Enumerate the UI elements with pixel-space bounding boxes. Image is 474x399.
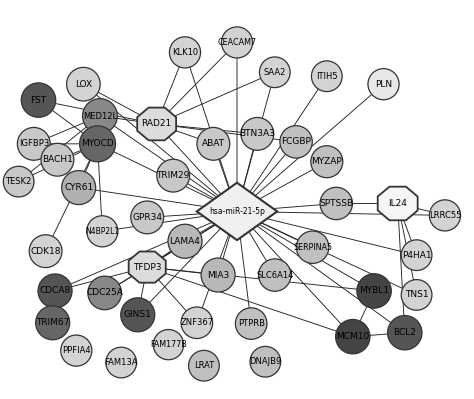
Text: GPR34: GPR34 — [132, 213, 162, 222]
Ellipse shape — [311, 146, 343, 178]
Ellipse shape — [106, 347, 137, 378]
Text: PPFIA4: PPFIA4 — [62, 346, 91, 355]
Ellipse shape — [18, 127, 50, 160]
Ellipse shape — [88, 276, 121, 310]
Text: PLN: PLN — [375, 80, 392, 89]
Text: TRIM67: TRIM67 — [36, 318, 69, 327]
Ellipse shape — [357, 274, 391, 308]
Polygon shape — [128, 251, 166, 283]
Text: CEACAM7: CEACAM7 — [218, 38, 256, 47]
Text: CDC25A: CDC25A — [86, 288, 123, 297]
Text: FAM13A: FAM13A — [104, 358, 138, 367]
Polygon shape — [137, 108, 176, 140]
Text: MYBL1: MYBL1 — [359, 286, 389, 295]
Text: DNAJB9: DNAJB9 — [249, 357, 282, 366]
Ellipse shape — [168, 224, 202, 258]
Text: ZNF367: ZNF367 — [180, 318, 213, 327]
Text: SAA2: SAA2 — [264, 68, 286, 77]
Text: IL24: IL24 — [388, 199, 407, 208]
Ellipse shape — [320, 187, 353, 220]
Text: LOX: LOX — [75, 80, 92, 89]
Ellipse shape — [221, 27, 253, 58]
Ellipse shape — [3, 166, 34, 197]
Ellipse shape — [197, 127, 230, 160]
Ellipse shape — [401, 240, 432, 271]
Text: KLK10: KLK10 — [172, 48, 198, 57]
Ellipse shape — [21, 83, 56, 117]
Ellipse shape — [154, 330, 183, 360]
Text: MYOCD: MYOCD — [81, 139, 114, 148]
Ellipse shape — [311, 61, 342, 92]
Ellipse shape — [87, 216, 118, 247]
Ellipse shape — [201, 258, 235, 292]
Text: TNS1: TNS1 — [405, 290, 428, 299]
Text: CYR61: CYR61 — [64, 183, 93, 192]
Ellipse shape — [401, 280, 432, 310]
Text: LAMA4: LAMA4 — [170, 237, 201, 246]
Text: ITIH5: ITIH5 — [316, 72, 337, 81]
Ellipse shape — [157, 159, 190, 192]
Ellipse shape — [80, 126, 116, 162]
Text: N4BP2L1: N4BP2L1 — [85, 227, 119, 236]
Polygon shape — [378, 187, 418, 220]
Polygon shape — [197, 183, 277, 240]
Ellipse shape — [131, 201, 164, 234]
Text: MYZAP: MYZAP — [311, 157, 342, 166]
Ellipse shape — [336, 320, 370, 354]
Text: CDCA8: CDCA8 — [39, 286, 71, 295]
Ellipse shape — [41, 143, 74, 176]
Ellipse shape — [250, 346, 281, 377]
Ellipse shape — [61, 335, 92, 366]
Text: PTPRB: PTPRB — [237, 319, 264, 328]
Ellipse shape — [62, 170, 96, 205]
Text: FST: FST — [30, 96, 46, 105]
Text: CDK18: CDK18 — [30, 247, 61, 256]
Ellipse shape — [388, 316, 422, 350]
Text: IGFBP3: IGFBP3 — [18, 139, 49, 148]
Text: MED12L: MED12L — [83, 111, 117, 120]
Text: GINS1: GINS1 — [124, 310, 152, 319]
Ellipse shape — [429, 200, 461, 231]
Text: P4HA1: P4HA1 — [402, 251, 431, 260]
Text: hsa-miR-21-5p: hsa-miR-21-5p — [209, 207, 265, 216]
Ellipse shape — [38, 274, 72, 308]
Text: BCL2: BCL2 — [393, 328, 416, 337]
Ellipse shape — [36, 306, 70, 340]
Text: TRIM29: TRIM29 — [156, 171, 190, 180]
Ellipse shape — [236, 308, 267, 339]
Text: SPTSSB: SPTSSB — [319, 199, 353, 208]
Ellipse shape — [169, 37, 201, 68]
Text: LRAT: LRAT — [194, 361, 214, 370]
Ellipse shape — [82, 99, 118, 133]
Text: MCM10: MCM10 — [336, 332, 369, 341]
Text: SERPINA5: SERPINA5 — [293, 243, 332, 252]
Ellipse shape — [280, 126, 312, 158]
Text: ABAT: ABAT — [202, 139, 225, 148]
Text: TESK2: TESK2 — [6, 177, 32, 186]
Text: MIA3: MIA3 — [207, 271, 229, 280]
Ellipse shape — [181, 307, 213, 338]
Ellipse shape — [368, 69, 399, 100]
Ellipse shape — [296, 231, 329, 263]
Text: FAM177B: FAM177B — [150, 340, 187, 349]
Ellipse shape — [259, 57, 290, 88]
Text: RAD21: RAD21 — [142, 119, 172, 128]
Ellipse shape — [29, 235, 62, 268]
Text: TFDP3: TFDP3 — [133, 263, 162, 272]
Text: LRRC55: LRRC55 — [429, 211, 461, 220]
Text: BTN3A3: BTN3A3 — [239, 129, 275, 138]
Text: BACH1: BACH1 — [42, 155, 73, 164]
Text: FCGBP: FCGBP — [281, 137, 311, 146]
Ellipse shape — [121, 298, 155, 332]
Ellipse shape — [259, 259, 291, 291]
Ellipse shape — [189, 350, 219, 381]
Ellipse shape — [241, 117, 273, 150]
Text: SLC6A14: SLC6A14 — [256, 271, 293, 280]
Ellipse shape — [66, 67, 100, 101]
